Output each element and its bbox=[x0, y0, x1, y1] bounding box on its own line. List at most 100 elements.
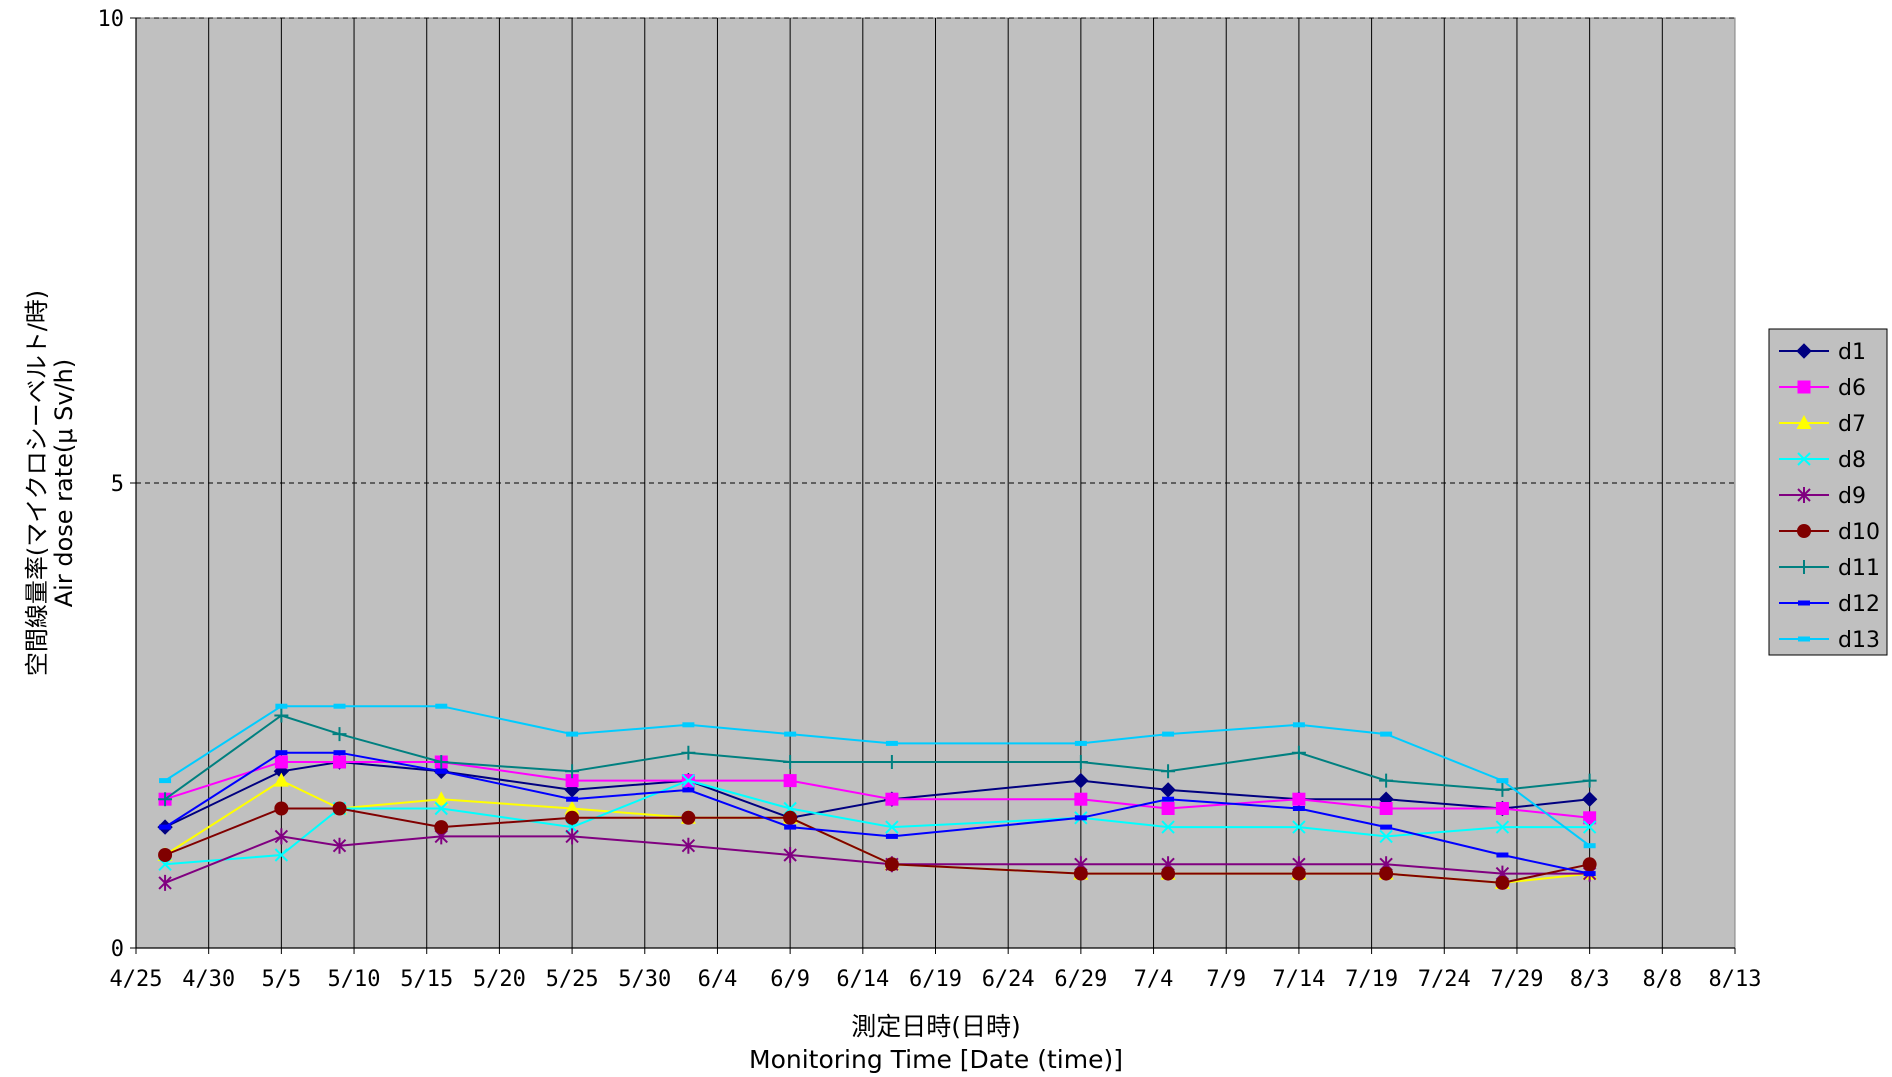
data-point-d12 bbox=[885, 833, 898, 839]
data-point-d12 bbox=[566, 796, 579, 802]
series-line-d8 bbox=[164, 779, 1590, 866]
data-point-d7 bbox=[433, 791, 449, 806]
series-d13 bbox=[159, 703, 1596, 849]
data-point-d6 bbox=[885, 792, 899, 806]
data-point-d1 bbox=[1581, 791, 1598, 807]
x-tick-label: 8/13 bbox=[1709, 967, 1762, 992]
x-tick-label: 5/10 bbox=[328, 967, 381, 992]
data-point-d12 bbox=[1162, 796, 1175, 802]
data-point-d13 bbox=[1074, 740, 1087, 746]
data-point-d8 bbox=[1292, 820, 1306, 834]
x-tick-label: 7/19 bbox=[1345, 967, 1398, 992]
data-point-d13 bbox=[682, 722, 695, 728]
data-point-d10 bbox=[1582, 857, 1597, 872]
data-point-d6 bbox=[1495, 802, 1509, 815]
data-point-d11 bbox=[565, 764, 580, 779]
data-point-d11 bbox=[332, 727, 347, 742]
data-point-d9 bbox=[783, 847, 797, 863]
data-point-d11 bbox=[1161, 764, 1176, 779]
data-point-d13 bbox=[1583, 843, 1596, 849]
x-axis-label-en: Monitoring Time [Date (time)] bbox=[749, 1045, 1123, 1074]
data-point-d12 bbox=[1380, 824, 1393, 830]
x-axis-label-ja: 測定日時(日時) bbox=[851, 1012, 1021, 1041]
data-point-d12 bbox=[1496, 852, 1509, 858]
data-point-d6 bbox=[1379, 802, 1393, 815]
legend-label: d13 bbox=[1838, 628, 1880, 653]
data-point-d10 bbox=[1379, 866, 1394, 881]
legend-label: d1 bbox=[1838, 340, 1866, 365]
legend-item-d8: d8 bbox=[1779, 448, 1866, 473]
data-point-d10 bbox=[565, 810, 580, 825]
data-point-d12 bbox=[1074, 815, 1087, 821]
data-point-d1 bbox=[1073, 772, 1089, 789]
data-point-d10 bbox=[434, 820, 449, 835]
data-point-d6 bbox=[1583, 811, 1597, 825]
data-point-d12 bbox=[275, 750, 288, 756]
data-point-d8 bbox=[1495, 820, 1510, 834]
series-line-d9 bbox=[164, 835, 1590, 884]
y-tick-label: 0 bbox=[111, 937, 124, 962]
data-point-d9 bbox=[274, 828, 289, 845]
x-tick-label: 5/20 bbox=[473, 967, 526, 992]
data-point-d13 bbox=[1380, 731, 1393, 737]
data-point-d6 bbox=[1074, 792, 1088, 806]
data-point-d8 bbox=[681, 773, 696, 788]
legend-label: d6 bbox=[1838, 376, 1866, 401]
x-tick-label: 6/29 bbox=[1054, 967, 1107, 992]
legend-item-d9: d9 bbox=[1779, 484, 1866, 509]
data-point-d10 bbox=[1495, 875, 1510, 890]
legend-marker bbox=[1797, 560, 1811, 574]
legend-label: d11 bbox=[1838, 556, 1880, 581]
legend-item-d10: d10 bbox=[1779, 520, 1880, 545]
x-tick-label: 5/25 bbox=[546, 967, 599, 992]
data-point-d8 bbox=[1161, 820, 1175, 834]
data-point-d12 bbox=[159, 824, 172, 830]
data-point-d11 bbox=[681, 745, 696, 760]
y-tick-label: 10 bbox=[98, 7, 125, 32]
data-point-d12 bbox=[1292, 806, 1305, 811]
data-point-d13 bbox=[435, 703, 448, 709]
series-d10 bbox=[158, 801, 1597, 890]
x-tick-label: 4/30 bbox=[182, 967, 235, 992]
data-point-d12 bbox=[784, 824, 797, 830]
data-point-d12 bbox=[333, 750, 346, 756]
data-point-d11 bbox=[274, 708, 289, 723]
data-point-d13 bbox=[275, 703, 288, 709]
data-point-d11 bbox=[158, 792, 173, 807]
x-tick-label: 5/15 bbox=[400, 967, 453, 992]
data-point-d8 bbox=[885, 820, 899, 834]
legend-label: d7 bbox=[1838, 412, 1866, 437]
x-tick-label: 7/24 bbox=[1418, 967, 1471, 992]
legend-label: d8 bbox=[1838, 448, 1866, 473]
x-tick-label: 6/19 bbox=[909, 967, 962, 992]
legend-label: d12 bbox=[1838, 592, 1880, 617]
legend-box bbox=[1768, 328, 1888, 656]
data-point-d10 bbox=[1073, 866, 1088, 881]
data-point-d7 bbox=[273, 772, 289, 787]
legend-item-d12: d12 bbox=[1779, 592, 1880, 617]
data-point-d11 bbox=[1582, 773, 1597, 788]
data-point-d11 bbox=[884, 755, 899, 769]
data-point-d13 bbox=[159, 778, 172, 784]
legend-marker bbox=[1796, 343, 1812, 359]
legend-item-d11: d11 bbox=[1779, 556, 1880, 581]
data-point-d10 bbox=[274, 801, 289, 816]
data-point-d12 bbox=[682, 787, 695, 793]
data-point-d12 bbox=[1583, 871, 1596, 877]
x-tick-label: 6/9 bbox=[770, 967, 810, 992]
data-point-d13 bbox=[1292, 722, 1305, 728]
data-point-d11 bbox=[1073, 755, 1088, 769]
data-point-d13 bbox=[1496, 778, 1509, 784]
data-point-d13 bbox=[885, 740, 898, 746]
data-point-d9 bbox=[565, 828, 579, 845]
data-point-d6 bbox=[565, 774, 579, 788]
data-point-d6 bbox=[783, 774, 797, 788]
y-axis-label-en: Air dose rate(μ Sv/h) bbox=[50, 359, 78, 608]
legend-marker bbox=[1796, 415, 1812, 429]
data-point-d10 bbox=[158, 848, 173, 862]
data-point-d8 bbox=[434, 801, 448, 816]
data-point-d6 bbox=[333, 755, 347, 769]
x-tick-label: 7/4 bbox=[1134, 967, 1174, 992]
x-tick-label: 8/8 bbox=[1642, 967, 1682, 992]
